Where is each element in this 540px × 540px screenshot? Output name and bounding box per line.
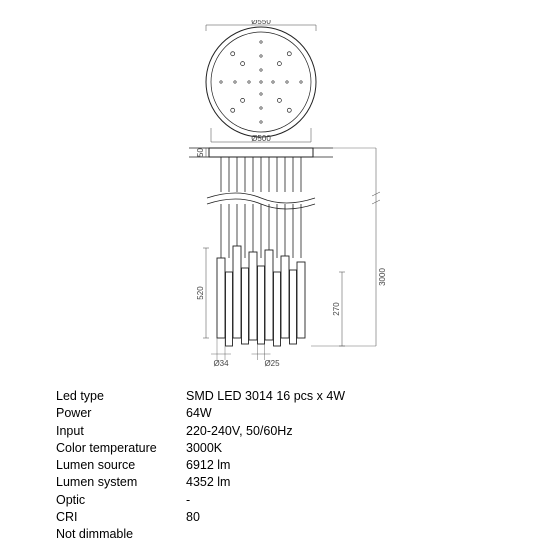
spec-row: CRI80 [56, 509, 496, 526]
svg-text:520: 520 [196, 286, 205, 300]
spec-label: Power [56, 405, 186, 422]
spec-label: Led type [56, 388, 186, 405]
spec-label: Color temperature [56, 440, 186, 457]
spec-value: - [186, 492, 496, 509]
spec-value: 220-240V, 50/60Hz [186, 423, 496, 440]
spec-label: Optic [56, 492, 186, 509]
spec-value: 80 [186, 509, 496, 526]
spec-label: Input [56, 423, 186, 440]
svg-text:Ø500: Ø500 [251, 134, 271, 143]
spec-not-dimmable: Not dimmable [56, 526, 496, 540]
spec-row: Input220-240V, 50/60Hz [56, 423, 496, 440]
spec-label: Lumen source [56, 457, 186, 474]
spec-value: 4352 lm [186, 474, 496, 491]
svg-text:270: 270 [332, 302, 341, 316]
spec-row: Lumen source6912 lm [56, 457, 496, 474]
spec-row: Optic- [56, 492, 496, 509]
spec-row: Lumen system4352 lm [56, 474, 496, 491]
spec-label: Lumen system [56, 474, 186, 491]
spec-value: 64W [186, 405, 496, 422]
svg-text:50: 50 [196, 148, 205, 157]
spec-value: 3000K [186, 440, 496, 457]
spec-value: 6912 lm [186, 457, 496, 474]
svg-text:3000: 3000 [378, 268, 387, 286]
technical-drawing: Ø550 Ø500 Ø34 Ø25 3000 50 520 270 [56, 20, 496, 380]
spec-value: SMD LED 3014 16 pcs x 4W [186, 388, 496, 405]
svg-text:Ø25: Ø25 [264, 359, 280, 368]
svg-text:Ø550: Ø550 [251, 20, 271, 26]
spec-table: Led typeSMD LED 3014 16 pcs x 4WPower64W… [56, 388, 496, 540]
svg-text:Ø34: Ø34 [213, 359, 229, 368]
spec-label: CRI [56, 509, 186, 526]
spec-row: Led typeSMD LED 3014 16 pcs x 4W [56, 388, 496, 405]
spec-row: Color temperature3000K [56, 440, 496, 457]
spec-row: Power64W [56, 405, 496, 422]
